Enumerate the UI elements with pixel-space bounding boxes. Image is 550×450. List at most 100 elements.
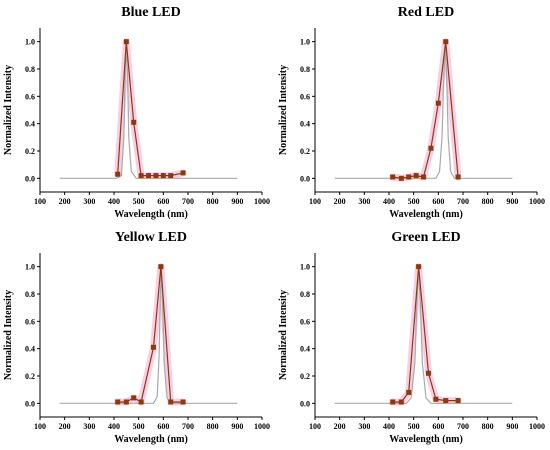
measured-point (131, 119, 137, 125)
x-tick-label: 800 (207, 197, 219, 206)
y-tick-label: 0.2 (25, 147, 35, 156)
x-tick-label: 300 (358, 422, 370, 431)
chart-svg: Blue LED 0.0 0.2 0.4 0.6 0.8 1.0 100 200 300 400 50… (3, 5, 270, 220)
x-tick-label: 900 (506, 197, 518, 206)
x-tick-label: 800 (207, 422, 219, 431)
x-tick-label: 200 (334, 422, 346, 431)
x-tick-label: 300 (358, 197, 370, 206)
x-axis-label: Wavelength (nm) (389, 209, 463, 220)
chart-title: Green LED (391, 230, 460, 245)
x-tick-label: 600 (432, 422, 444, 431)
measured-point (180, 170, 186, 176)
measured-point (413, 173, 419, 179)
x-tick-label: 100 (309, 197, 321, 206)
measured-point (138, 173, 144, 179)
y-tick-label: 0.0 (300, 174, 310, 183)
measured-point (158, 264, 164, 270)
y-tick-label: 0.8 (25, 290, 35, 299)
x-tick-label: 100 (309, 422, 321, 431)
chart-panel-red: Red LED 0.0 0.2 0.4 0.6 0.8 1.0 100 200 300 400 500… (275, 0, 550, 225)
measured-point (131, 395, 137, 401)
x-tick-label: 700 (457, 197, 469, 206)
x-tick-label: 400 (108, 422, 120, 431)
x-tick-label: 300 (83, 197, 95, 206)
x-tick-label: 700 (457, 422, 469, 431)
x-tick-label: 500 (133, 422, 145, 431)
y-tick-label: 0.0 (25, 174, 35, 183)
chart-panel-yellow: Yellow LED 0.0 0.2 0.4 0.6 0.8 1.0 100 200 300 400… (0, 225, 275, 450)
measured-point (455, 398, 461, 404)
measured-point (153, 173, 159, 179)
measured-point (123, 399, 129, 405)
x-tick-label: 400 (383, 197, 395, 206)
chart-panel-blue: Blue LED 0.0 0.2 0.4 0.6 0.8 1.0 100 200 300 400 50… (0, 0, 275, 225)
y-tick-label: 0.8 (300, 65, 310, 74)
measured-point (398, 399, 404, 405)
chart-svg: Yellow LED 0.0 0.2 0.4 0.6 0.8 1.0 100 200 300 400… (3, 230, 270, 445)
x-tick-label: 400 (383, 422, 395, 431)
x-tick-label: 700 (182, 197, 194, 206)
measured-point (123, 39, 129, 45)
y-axis-label: Normalized Intensity (278, 65, 289, 155)
y-tick-label: 0.6 (25, 92, 35, 101)
y-tick-label: 0.0 (25, 399, 35, 408)
x-tick-label: 600 (432, 197, 444, 206)
measured-point (180, 399, 186, 405)
measured-point (146, 173, 152, 179)
y-tick-label: 1.0 (300, 263, 310, 272)
measured-point (443, 398, 449, 404)
y-tick-label: 0.2 (25, 372, 35, 381)
x-tick-label: 500 (133, 197, 145, 206)
y-tick-label: 0.4 (25, 345, 35, 354)
chart-svg: Green LED 0.0 0.2 0.4 0.6 0.8 1.0 100 200 300 400 5… (278, 230, 545, 445)
chart-title: Red LED (398, 5, 454, 20)
x-tick-label: 100 (34, 422, 46, 431)
x-tick-label: 400 (108, 197, 120, 206)
measured-point (455, 174, 461, 180)
x-tick-label: 200 (334, 197, 346, 206)
measured-highlight (114, 263, 187, 406)
y-tick-label: 0.2 (300, 372, 310, 381)
measured-point (115, 399, 121, 405)
y-tick-label: 0.8 (300, 290, 310, 299)
x-axis-label: Wavelength (nm) (114, 434, 188, 445)
y-tick-label: 0.8 (25, 65, 35, 74)
measured-line (117, 266, 184, 403)
measured-point (115, 171, 121, 177)
measured-point (390, 399, 396, 405)
x-tick-label: 600 (157, 197, 169, 206)
x-tick-label: 1000 (529, 197, 545, 206)
y-tick-label: 1.0 (25, 263, 35, 272)
measured-point (168, 399, 174, 405)
x-tick-label: 500 (408, 422, 420, 431)
x-tick-label: 900 (231, 197, 243, 206)
measured-point (168, 173, 174, 179)
x-tick-label: 900 (231, 422, 243, 431)
measured-point (160, 173, 166, 179)
x-tick-label: 1000 (529, 422, 545, 431)
x-tick-label: 200 (59, 197, 71, 206)
measured-point (435, 100, 441, 106)
measured-point (425, 370, 431, 376)
measured-point (433, 396, 439, 402)
chart-title: Blue LED (121, 5, 181, 20)
x-tick-label: 1000 (254, 197, 270, 206)
measured-point (443, 39, 449, 45)
y-tick-label: 0.4 (300, 345, 310, 354)
measured-point (416, 264, 422, 270)
measured-point (150, 344, 156, 350)
measured-point (138, 399, 144, 405)
chart-panel-green: Green LED 0.0 0.2 0.4 0.6 0.8 1.0 100 200 300 400 5… (275, 225, 550, 450)
measured-point (398, 175, 404, 181)
y-tick-label: 0.0 (300, 399, 310, 408)
y-axis-label: Normalized Intensity (3, 65, 14, 155)
y-axis-label: Normalized Intensity (278, 290, 289, 380)
measured-point (406, 174, 412, 180)
x-tick-label: 100 (34, 197, 46, 206)
spectrum-line (59, 44, 238, 179)
x-tick-label: 1000 (254, 422, 270, 431)
measured-point (428, 145, 434, 151)
x-tick-label: 900 (506, 422, 518, 431)
y-tick-label: 0.4 (300, 120, 310, 129)
measured-highlight (389, 38, 462, 182)
